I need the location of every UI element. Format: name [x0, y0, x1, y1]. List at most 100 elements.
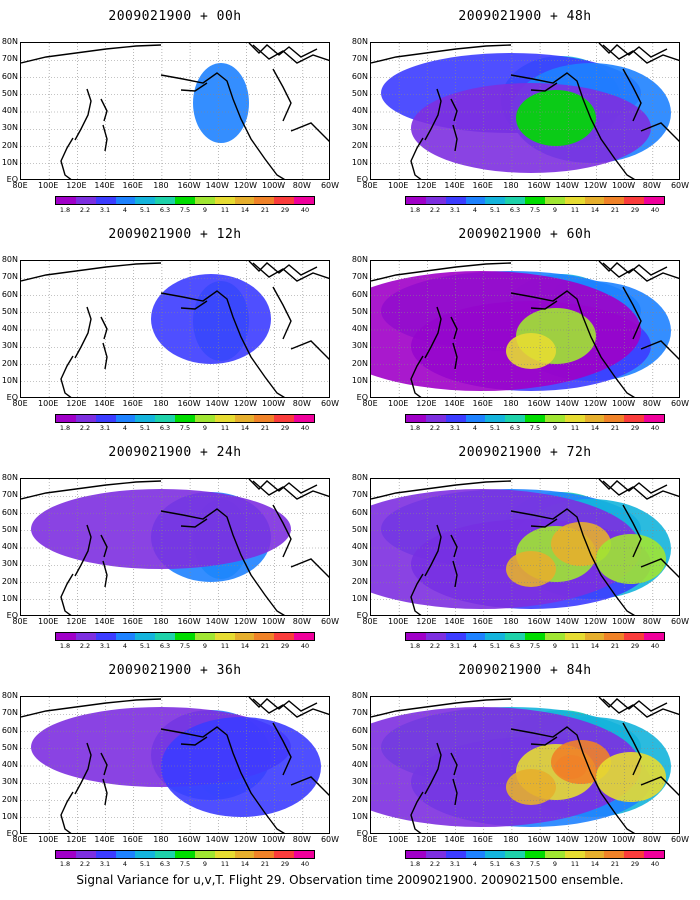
lon-tick-label: 60W: [320, 181, 340, 190]
colorbar-label: 2.2: [429, 206, 441, 214]
colorbar-labels: 1.8 2.2 3.1 4 5.1 6.3 7.5 9 11 14 21 29 40: [55, 643, 315, 651]
lat-tick-label: 10N: [1, 811, 18, 821]
colorbar-label: 5.1: [489, 206, 501, 214]
map-panel: 2009021900 + 36h 80N 70N 60N 50N 40N 30N 20N 10N…: [0, 654, 350, 876]
lat-tick-label: 30N: [351, 559, 368, 569]
colorbar-swatch: [135, 851, 156, 858]
lat-tick-label: 50N: [351, 524, 368, 534]
colorbar-label: 29: [280, 642, 290, 650]
coastline: [640, 340, 679, 360]
colorbar-swatch: [604, 197, 625, 204]
lat-tick-label: 30N: [1, 777, 18, 787]
lon-tick-label: 60W: [320, 399, 340, 408]
colorbar-label: 40: [650, 860, 660, 868]
colorbar-swatch: [525, 197, 545, 204]
coastline: [102, 560, 108, 588]
colorbar-label: 1.8: [409, 206, 421, 214]
lat-tick-label: 60N: [1, 507, 18, 517]
colorbar-swatch: [214, 851, 235, 858]
colorbar: [405, 414, 665, 423]
lon-tick-label: 160W: [527, 399, 551, 408]
colorbar-label: 9: [552, 642, 558, 650]
colorbar-swatch: [274, 197, 295, 204]
colorbar-swatch: [544, 851, 565, 858]
lon-tick-label: 160E: [472, 835, 493, 844]
colorbar-swatch: [644, 633, 664, 640]
map-panel: 2009021900 + 12h 80N 70N 60N 50N 40N 30N 20N 10N…: [0, 218, 350, 440]
colorbar-swatch: [274, 633, 295, 640]
colorbar-label: 4: [472, 206, 478, 214]
colorbar-swatch: [214, 633, 235, 640]
colorbar: [55, 850, 315, 859]
colorbar-swatch: [115, 415, 136, 422]
coastline: [21, 44, 162, 64]
map-svg: [371, 479, 679, 615]
colorbar-label: 40: [300, 424, 310, 432]
colorbar-label: 6.3: [509, 860, 521, 868]
map-plot: [20, 478, 330, 616]
coastline: [450, 98, 458, 122]
lon-tick-label: 80W: [642, 617, 661, 626]
lon-tick-label: 140W: [205, 617, 229, 626]
lon-tick-label: 160W: [527, 617, 551, 626]
lon-tick-label: 80W: [642, 399, 661, 408]
colorbar-swatch: [604, 851, 625, 858]
coastline: [640, 776, 679, 796]
coastline: [622, 68, 642, 122]
lon-tick-label: 140E: [444, 835, 465, 844]
lat-tick-label: EQ: [356, 393, 368, 402]
coastline: [530, 736, 558, 746]
variance-contour: [31, 489, 291, 569]
colorbar-label: 7.5: [179, 860, 191, 868]
colorbar-swatch: [644, 415, 664, 422]
colorbar-label: 4: [122, 206, 128, 214]
coastline: [21, 480, 162, 500]
coastline: [602, 44, 679, 64]
colorbar-label: 4: [122, 860, 128, 868]
colorbar-swatch: [135, 633, 156, 640]
lat-tick-label: 20N: [351, 794, 368, 804]
colorbar-labels: 1.8 2.2 3.1 4 5.1 6.3 7.5 9 11 14 21 29 40: [55, 861, 315, 869]
map-svg: [371, 697, 679, 833]
colorbar-swatch: [155, 633, 176, 640]
lat-tick-label: 10N: [1, 157, 18, 167]
lat-tick-label: 30N: [1, 123, 18, 133]
colorbar-label: 14: [240, 860, 250, 868]
lat-tick-label: 80N: [351, 473, 368, 482]
lat-tick-label: 60N: [351, 507, 368, 517]
colorbar-label: 3.1: [449, 642, 461, 650]
variance-contour: [555, 755, 587, 779]
lat-axis-labels: 80N 70N 60N 50N 40N 30N 20N 10N EQ: [0, 690, 20, 840]
panel-title: 2009021900 + 48h: [458, 9, 592, 24]
lat-tick-label: 50N: [1, 742, 18, 752]
lat-tick-label: 80N: [351, 691, 368, 700]
lat-tick-label: 40N: [1, 760, 18, 769]
lon-tick-label: 80W: [292, 617, 311, 626]
coastline: [248, 697, 318, 712]
coastline: [160, 72, 286, 179]
colorbar-label: 11: [570, 424, 580, 432]
colorbar-swatch: [56, 415, 76, 422]
variance-contour: [551, 522, 611, 566]
colorbar-swatch: [115, 633, 136, 640]
lon-tick-label: 100E: [388, 399, 409, 408]
lon-tick-label: 100E: [388, 835, 409, 844]
panel-title: 2009021900 + 84h: [458, 663, 592, 678]
colorbar-label: 29: [630, 424, 640, 432]
colorbar-swatch: [445, 415, 466, 422]
map-plot: [370, 696, 680, 834]
coastline: [510, 508, 636, 615]
lon-tick-label: 60W: [670, 181, 690, 190]
lon-tick-label: 180: [503, 835, 519, 844]
lat-tick-label: 50N: [351, 742, 368, 752]
colorbar-label: 11: [220, 860, 230, 868]
colorbar-label: 3.1: [99, 206, 111, 214]
colorbar-swatch: [425, 851, 446, 858]
lat-tick-label: 70N: [1, 272, 18, 282]
coastline: [410, 137, 424, 179]
colorbar-label: 2.2: [79, 206, 91, 214]
lat-tick-label: EQ: [6, 611, 18, 620]
colorbar-swatch: [214, 415, 235, 422]
lon-tick-label: 80E: [362, 835, 378, 844]
lon-tick-label: 80E: [12, 181, 28, 190]
